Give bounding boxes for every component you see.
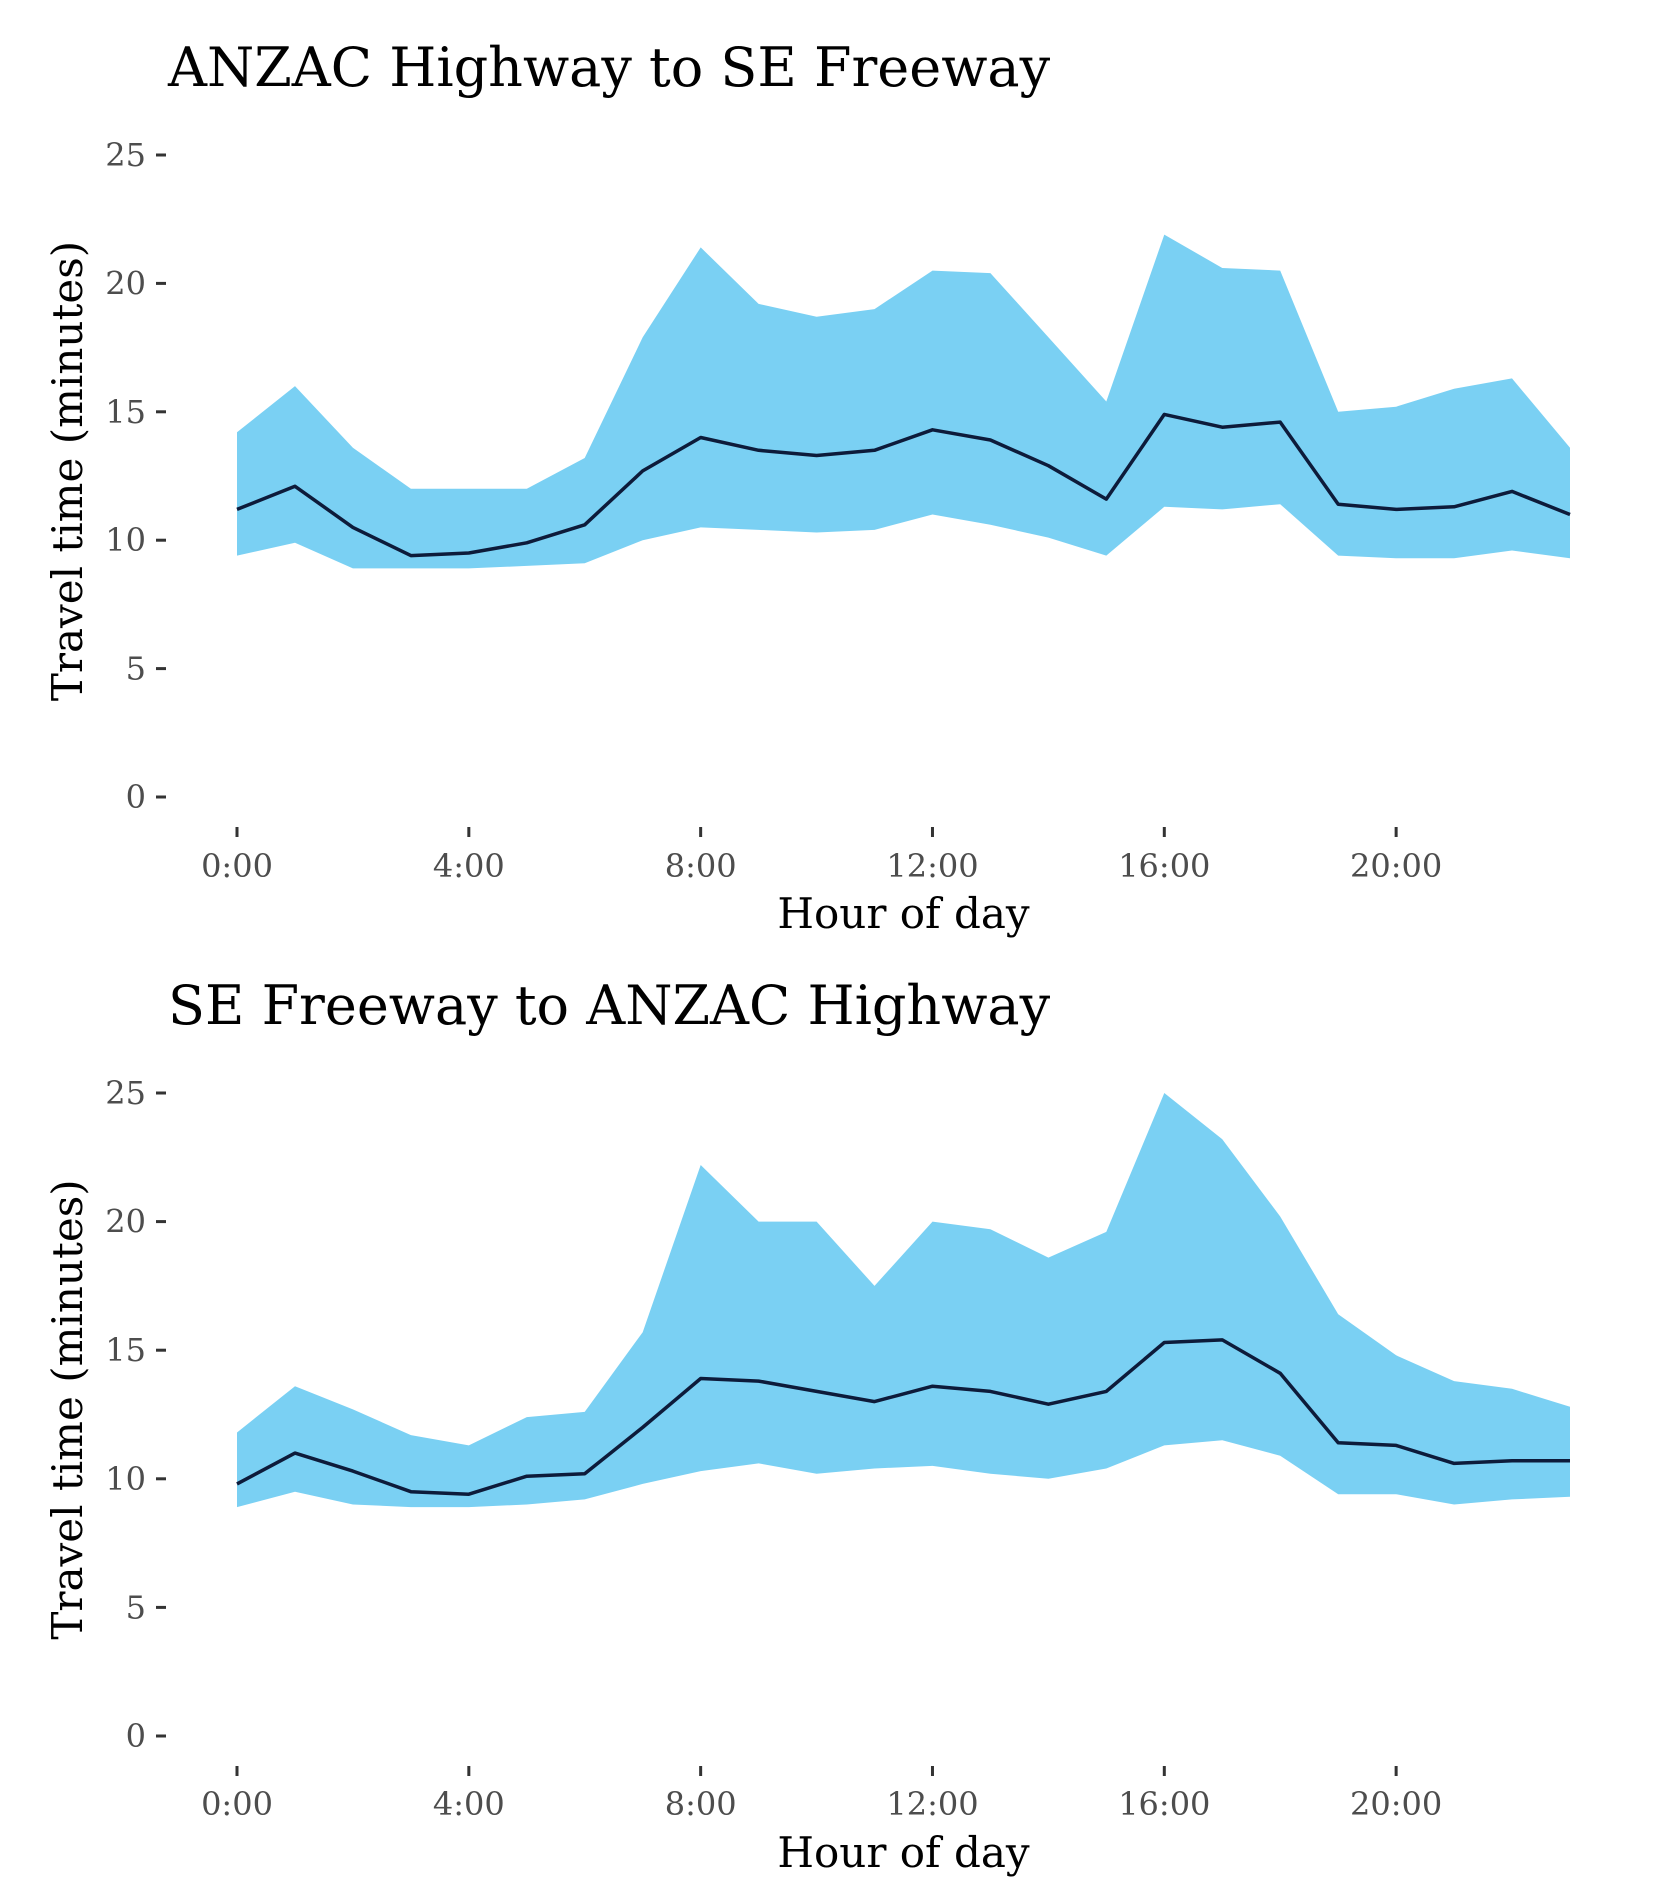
x-tick-label: 8:00: [665, 1785, 737, 1823]
x-axis-title: Hour of day: [777, 1828, 1029, 1877]
x-tick-label: 0:00: [201, 847, 273, 885]
y-tick-label: 15: [105, 393, 146, 431]
x-tick-label: 8:00: [665, 847, 737, 885]
chart-title: SE Freeway to ANZAC Highway: [168, 974, 1051, 1037]
y-tick-label: 25: [105, 136, 146, 174]
y-tick-label: 5: [126, 1588, 146, 1626]
median-line: [236, 412, 1571, 558]
x-tick-label: 20:00: [1350, 1785, 1442, 1823]
x-tick-label: 16:00: [1118, 1785, 1210, 1823]
x-tick-label: 20:00: [1350, 847, 1442, 885]
y-axis-title: Travel time (minutes): [43, 241, 92, 701]
x-tick-label: 12:00: [886, 847, 978, 885]
y-axis-title: Travel time (minutes): [43, 1179, 92, 1639]
chart-panel-2: SE Freeway to ANZAC Highway 0 5 10 15 20 25 0:0…: [43, 974, 1570, 1877]
y-tick-label: 10: [105, 1460, 146, 1498]
y-tick-label: 15: [105, 1331, 146, 1369]
range-band: [237, 234, 1570, 569]
x-tick-label: 4:00: [433, 847, 505, 885]
x-tick-label: 0:00: [201, 1785, 273, 1823]
y-tick-label: 20: [105, 264, 146, 302]
median-line: [236, 1338, 1570, 1496]
y-tick-label: 25: [105, 1074, 146, 1112]
x-axis-title: Hour of day: [777, 889, 1029, 938]
x-tick-label: 16:00: [1118, 847, 1210, 885]
chart-panel-1: ANZAC Highway to SE Freeway 0 5 10 15 20 25 0:0…: [43, 36, 1571, 938]
y-tick-label: 5: [126, 650, 146, 688]
x-tick-label: 4:00: [433, 1785, 505, 1823]
y-tick-label: 0: [126, 778, 146, 816]
x-tick-label: 12:00: [886, 1785, 978, 1823]
y-tick-label: 20: [105, 1203, 146, 1241]
y-tick-label: 10: [105, 521, 146, 559]
chart-title: ANZAC Highway to SE Freeway: [167, 36, 1051, 99]
range-band: [237, 1093, 1570, 1508]
y-tick-label: 0: [126, 1717, 146, 1755]
